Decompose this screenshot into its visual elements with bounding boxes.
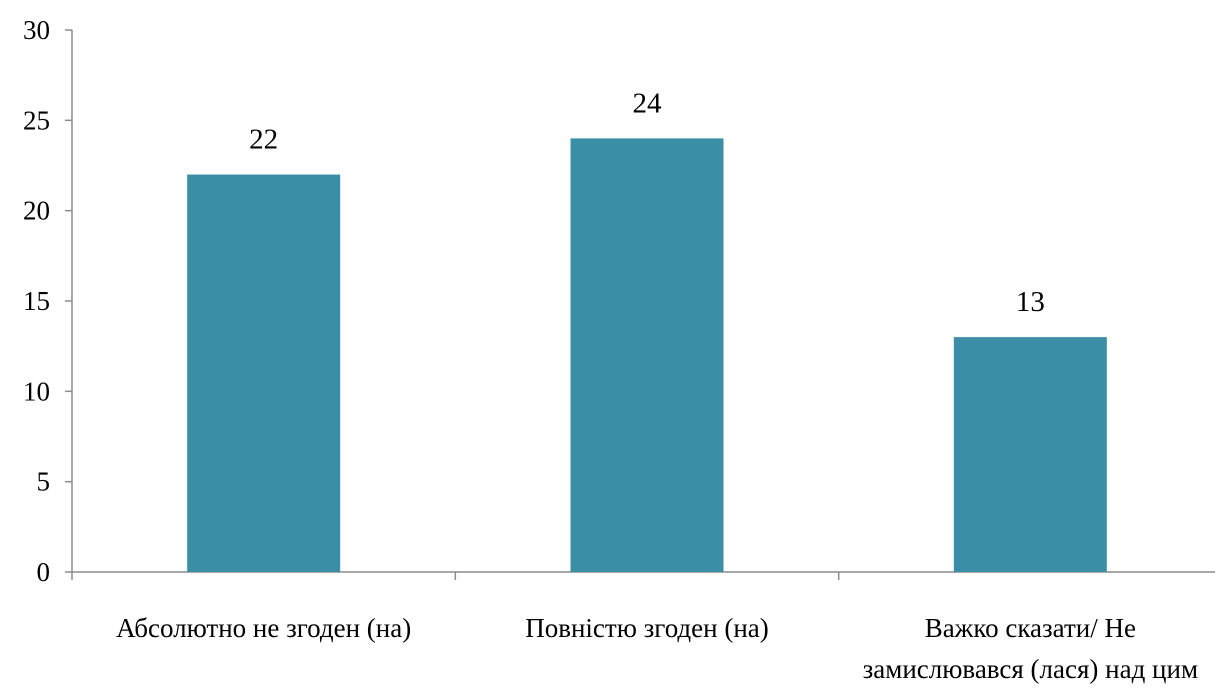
y-tick-label: 15 [23,286,50,316]
category-label: Важко сказати/ Не [925,613,1136,643]
category-label: Абсолютно не згоден (на) [116,613,411,643]
y-tick-label: 0 [37,557,51,587]
bars [187,138,1107,573]
category-labels: Абсолютно не згоден (на) Повністю згоден … [116,613,1198,684]
y-tick-label: 10 [23,376,50,406]
data-labels: 22 24 13 [249,87,1045,318]
x-axis [71,571,1215,580]
y-tick-label: 25 [23,105,50,135]
category-label: Повністю згоден (на) [525,613,769,643]
y-tick-label: 30 [23,15,50,45]
data-label: 22 [249,124,278,156]
bar [187,174,341,573]
y-axis: 0 5 10 15 20 25 30 [23,15,73,587]
y-tick-label: 5 [37,467,51,497]
category-label: замислювався (лася) над цим [863,654,1198,684]
data-label: 13 [1016,286,1045,318]
bar [570,138,724,572]
y-tick-label: 20 [23,196,50,226]
data-label: 24 [633,87,663,119]
bar [953,337,1107,572]
